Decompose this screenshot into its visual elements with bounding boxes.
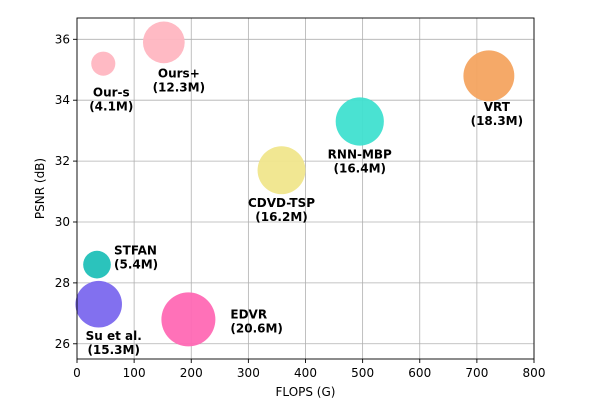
x-tick-label: 700: [465, 366, 488, 380]
x-tick-label: 500: [351, 366, 374, 380]
point-params-label: (12.3M): [153, 80, 206, 94]
data-point: [335, 97, 384, 146]
point-params-label: (15.3M): [87, 343, 140, 357]
data-point: [161, 292, 216, 347]
y-tick-label: 26: [55, 337, 70, 351]
point-label: STFAN: [114, 244, 157, 258]
x-tick-label: 400: [294, 366, 317, 380]
data-point: [257, 146, 306, 195]
y-tick-label: 32: [55, 154, 70, 168]
point-label: CDVD-TSP: [248, 196, 315, 210]
point-label: Ours+: [158, 66, 200, 80]
data-points: [75, 21, 515, 347]
axis-ticks: 0 100 200 300 400 500 600 700 800 26 28 30 32 34 36: [55, 32, 546, 380]
y-axis-label: PSNR (dB): [33, 158, 47, 219]
x-tick-label: 0: [73, 366, 81, 380]
data-point: [463, 50, 515, 102]
x-tick-label: 600: [408, 366, 431, 380]
point-params-label: (4.1M): [89, 100, 133, 114]
point-params-label: (5.4M): [114, 258, 158, 272]
data-point: [83, 250, 111, 279]
y-tick-label: 30: [55, 215, 70, 229]
point-params-label: (16.4M): [334, 162, 387, 176]
data-point: [75, 280, 122, 328]
x-axis-label: FLOPS (G): [276, 385, 336, 399]
point-label: RNN-MBP: [328, 148, 392, 162]
y-tick-label: 34: [55, 93, 70, 107]
x-tick-label: 800: [523, 366, 546, 380]
point-params-label: (16.2M): [255, 210, 308, 224]
point-params-label: (18.3M): [471, 114, 524, 128]
point-labels: Our-s(4.1M) Ours+(12.3M) VRT(18.3M) RNN-MBP…: [86, 66, 524, 357]
x-tick-label: 100: [123, 366, 146, 380]
data-point: [91, 51, 116, 76]
point-params-label: (20.6M): [230, 321, 283, 335]
point-label: Su et al.: [86, 329, 142, 343]
grid-lines: [76, 18, 535, 359]
y-tick-label: 28: [55, 276, 70, 290]
y-tick-label: 36: [55, 32, 70, 46]
point-label: VRT: [484, 100, 511, 114]
x-tick-label: 200: [180, 366, 203, 380]
x-tick-label: 300: [237, 366, 260, 380]
point-label: Our-s: [93, 86, 130, 100]
data-point: [142, 21, 185, 64]
point-label: EDVR: [230, 307, 267, 321]
